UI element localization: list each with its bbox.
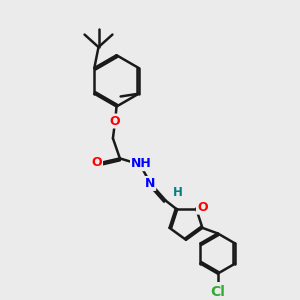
Text: O: O xyxy=(110,115,121,128)
Text: H: H xyxy=(173,187,182,200)
Text: N: N xyxy=(145,177,155,190)
Text: NH: NH xyxy=(131,157,152,170)
Text: O: O xyxy=(92,155,102,169)
Text: Cl: Cl xyxy=(210,285,225,299)
Text: O: O xyxy=(197,201,208,214)
